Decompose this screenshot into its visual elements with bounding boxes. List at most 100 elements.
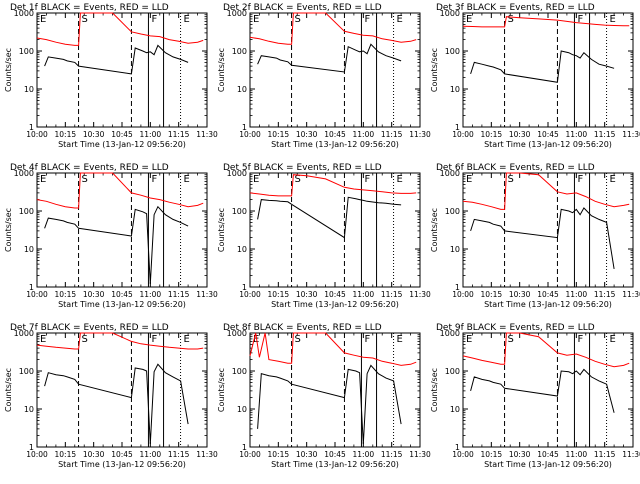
y-tick-label: 100 [232, 47, 247, 56]
marker-label: S [508, 14, 514, 25]
chart-panel: Det 3f BLACK = Events, RED = LLD 1 10 100 10… [430, 3, 640, 149]
x-tick-label: 10:15 [268, 130, 290, 139]
x-tick-label: 10:00 [26, 130, 48, 139]
x-tick-label: 10:30 [509, 130, 531, 139]
marker-label: S [295, 14, 301, 25]
y-tick-label: 100 [19, 47, 34, 56]
x-tick-label: 11:30 [196, 450, 218, 459]
x-tick-label: 11:15 [168, 290, 190, 299]
x-tick-label: 10:00 [26, 450, 48, 459]
x-tick-label: 11:15 [594, 450, 616, 459]
y-tick-label: 100 [19, 207, 34, 216]
x-tick-label: 11:00 [140, 450, 162, 459]
plot-frame [36, 332, 208, 448]
series-line [257, 43, 402, 73]
x-tick-label: 10:00 [239, 130, 261, 139]
marker-label: E [40, 174, 46, 185]
y-axis-label: Counts/sec [430, 368, 439, 412]
x-tick-label: 10:00 [452, 130, 474, 139]
marker-label: E [610, 174, 616, 185]
x-axis-label: Start Time (13-Jan-12 09:56:20) [484, 460, 612, 469]
y-tick-label: 10 [24, 85, 34, 94]
x-tick-label: 10:15 [55, 450, 77, 459]
marker-label: E [184, 14, 190, 25]
series-line [462, 172, 630, 210]
chart-panel: Det 2f BLACK = Events, RED = LLD 1 10 100 10… [217, 3, 431, 149]
x-tick-label: 10:00 [239, 290, 261, 299]
marker-label: E [610, 334, 616, 345]
marker-label: E [40, 14, 46, 25]
marker-label: F [577, 174, 583, 185]
marker-label: E [466, 174, 472, 185]
x-tick-label: 10:00 [452, 450, 474, 459]
x-tick-label: 11:00 [353, 130, 375, 139]
y-tick-label: 1000 [14, 9, 34, 18]
series-line [257, 196, 402, 239]
marker-label: E [397, 14, 403, 25]
x-tick-label: 11:15 [594, 290, 616, 299]
x-tick-label: 10:30 [296, 450, 318, 459]
x-tick-label: 11:00 [566, 450, 588, 459]
x-tick-label: 11:00 [140, 290, 162, 299]
chart-title: Det 8f BLACK = Events, RED = LLD [223, 323, 382, 333]
x-tick-label: 10:15 [268, 290, 290, 299]
y-axis-label: Counts/sec [430, 208, 439, 252]
chart-title: Det 3f BLACK = Events, RED = LLD [436, 3, 595, 13]
series-line [470, 368, 615, 413]
x-tick-label: 10:15 [481, 450, 503, 459]
series-line [36, 12, 204, 46]
chart-title: Det 9f BLACK = Events, RED = LLD [436, 323, 595, 333]
x-tick-label: 10:15 [55, 290, 77, 299]
x-tick-label: 11:15 [168, 130, 190, 139]
chart-panel: Det 4f BLACK = Events, RED = LLD 1 10 100 10… [4, 163, 218, 309]
x-tick-label: 11:30 [622, 290, 640, 299]
chart-title: Det 7f BLACK = Events, RED = LLD [10, 323, 169, 333]
y-tick-label: 100 [19, 367, 34, 376]
marker-label: F [151, 14, 157, 25]
x-tick-label: 10:45 [537, 130, 559, 139]
x-tick-label: 11:30 [196, 290, 218, 299]
x-axis-label: Start Time (13-Jan-12 09:56:20) [484, 140, 612, 149]
marker-label: E [184, 334, 190, 345]
marker-label: E [466, 334, 472, 345]
y-tick-label: 100 [445, 47, 460, 56]
y-tick-label: 1000 [227, 9, 247, 18]
chart-panel: Det 9f BLACK = Events, RED = LLD 1 10 100 10… [430, 323, 640, 469]
marker-label: E [610, 14, 616, 25]
y-tick-label: 1000 [440, 329, 460, 338]
plot-frame [462, 332, 634, 448]
x-tick-label: 10:30 [509, 450, 531, 459]
marker-label: E [40, 334, 46, 345]
y-axis-label: Counts/sec [217, 208, 226, 252]
y-axis-label: Counts/sec [4, 208, 13, 252]
marker-label: E [253, 174, 259, 185]
x-tick-label: 10:45 [324, 290, 346, 299]
x-axis-label: Start Time (13-Jan-12 09:56:20) [271, 460, 399, 469]
x-tick-label: 10:15 [481, 130, 503, 139]
marker-label: F [577, 334, 583, 345]
y-tick-label: 1000 [440, 9, 460, 18]
series-line [36, 332, 204, 350]
plot-frame [249, 332, 421, 448]
y-tick-label: 10 [450, 405, 460, 414]
chart-panel: Det 7f BLACK = Events, RED = LLD 1 10 100 10… [4, 323, 218, 469]
y-tick-label: 1 [29, 443, 34, 452]
x-tick-label: 11:00 [353, 290, 375, 299]
x-axis-label: Start Time (13-Jan-12 09:56:20) [58, 460, 186, 469]
x-tick-label: 10:45 [537, 450, 559, 459]
x-axis-label: Start Time (13-Jan-12 09:56:20) [484, 300, 612, 309]
series-line [44, 44, 189, 75]
series-line [44, 363, 189, 445]
y-tick-label: 1000 [227, 169, 247, 178]
y-tick-label: 1 [242, 443, 247, 452]
x-tick-label: 11:30 [622, 130, 640, 139]
y-tick-label: 10 [450, 245, 460, 254]
y-tick-label: 10 [450, 85, 460, 94]
marker-label: E [466, 14, 472, 25]
plot-frame [36, 172, 208, 288]
y-tick-label: 1 [29, 283, 34, 292]
x-tick-label: 10:30 [83, 290, 105, 299]
x-tick-label: 10:45 [111, 450, 133, 459]
series-line [470, 207, 615, 269]
